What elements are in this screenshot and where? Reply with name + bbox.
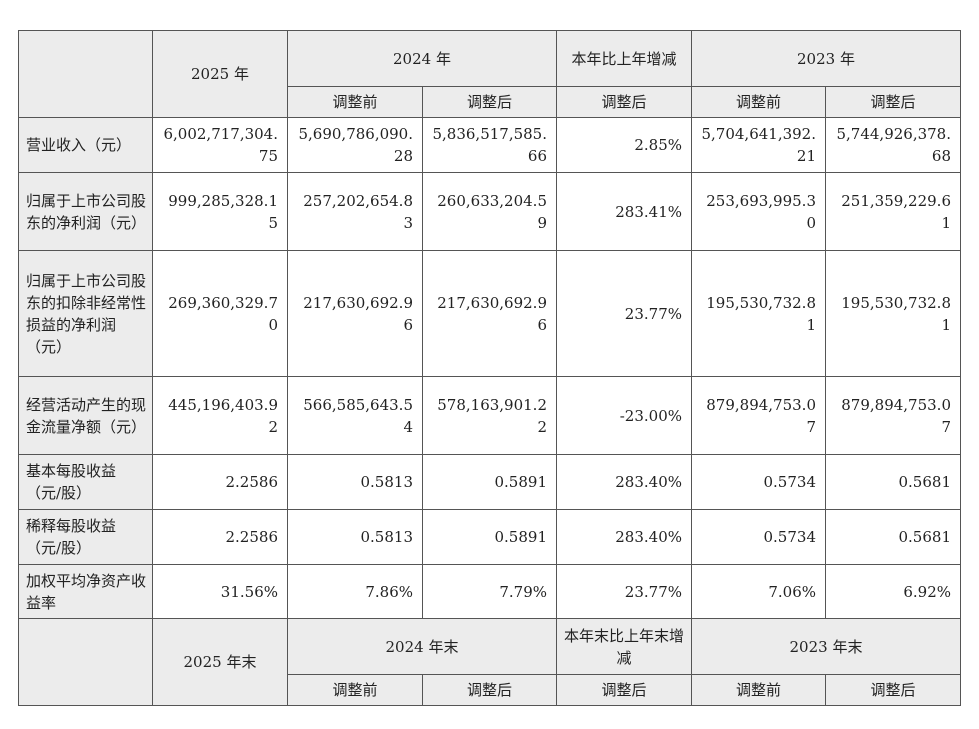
cell-value: 7.79% [422,564,557,619]
cell-value: 879,894,753.07 [825,376,961,455]
footer-2024-after: 调整后 [422,674,557,706]
footer-change-end: 本年末比上年末增减 [556,618,692,675]
cell-value: 217,630,692.96 [422,250,557,377]
row-label: 营业收入（元） [18,117,153,173]
cell-value: 0.5813 [287,454,423,510]
cell-value: 195,530,732.81 [691,250,826,377]
row-label: 经营活动产生的现金流量净额（元） [18,376,153,455]
cell-value: 257,202,654.83 [287,172,423,251]
footer-2024-end: 2024 年末 [287,618,557,675]
cell-value: 6.92% [825,564,961,619]
row-label: 基本每股收益（元/股） [18,454,153,510]
cell-value: 578,163,901.22 [422,376,557,455]
cell-value: 269,360,329.70 [152,250,288,377]
cell-value: 5,836,517,585.66 [422,117,557,173]
subheader-2024-after: 调整后 [422,86,557,118]
cell-value: 2.85% [556,117,692,173]
corner-cell [18,30,153,118]
footer-2024-before: 调整前 [287,674,423,706]
cell-value: 5,744,926,378.68 [825,117,961,173]
cell-value: 0.5681 [825,454,961,510]
table-row: 营业收入（元） 6,002,717,304.75 5,690,786,090.2… [18,117,961,173]
cell-value: 5,690,786,090.28 [287,117,423,173]
subheader-2024-before: 调整前 [287,86,423,118]
cell-value: 7.06% [691,564,826,619]
footer-2023-end: 2023 年末 [691,618,961,675]
cell-value: 253,693,995.30 [691,172,826,251]
cell-value: 23.77% [556,564,692,619]
cell-value: 0.5891 [422,509,557,565]
cell-value: 283.40% [556,454,692,510]
cell-value: 0.5681 [825,509,961,565]
cell-value: 999,285,328.15 [152,172,288,251]
table-row: 归属于上市公司股东的扣除非经常性损益的净利润（元） 269,360,329.70… [18,250,961,377]
cell-value: 0.5734 [691,509,826,565]
row-label: 加权平均净资产收益率 [18,564,153,619]
cell-value: 195,530,732.81 [825,250,961,377]
cell-value: 23.77% [556,250,692,377]
table-row: 基本每股收益（元/股） 2.2586 0.5813 0.5891 283.40%… [18,454,961,510]
cell-value: 0.5813 [287,509,423,565]
cell-value: -23.00% [556,376,692,455]
row-label: 归属于上市公司股东的净利润（元） [18,172,153,251]
subheader-2023-before: 调整前 [691,86,826,118]
footer-change-after: 调整后 [556,674,692,706]
footer-2023-after: 调整后 [825,674,961,706]
cell-value: 445,196,403.92 [152,376,288,455]
subheader-2023-after: 调整后 [825,86,961,118]
table-row: 稀释每股收益（元/股） 2.2586 0.5813 0.5891 283.40%… [18,509,961,565]
row-label: 稀释每股收益（元/股） [18,509,153,565]
row-label: 归属于上市公司股东的扣除非经常性损益的净利润（元） [18,250,153,377]
cell-value: 217,630,692.96 [287,250,423,377]
footer-2023-before: 调整前 [691,674,826,706]
header-change: 本年比上年增减 [556,30,692,87]
cell-value: 566,585,643.54 [287,376,423,455]
cell-value: 5,704,641,392.21 [691,117,826,173]
table-row: 加权平均净资产收益率 31.56% 7.86% 7.79% 23.77% 7.0… [18,564,961,619]
cell-value: 31.56% [152,564,288,619]
cell-value: 7.86% [287,564,423,619]
cell-value: 879,894,753.07 [691,376,826,455]
cell-value: 2.2586 [152,454,288,510]
cell-value: 0.5734 [691,454,826,510]
subheader-change-after: 调整后 [556,86,692,118]
financial-table: 2025 年 2024 年 本年比上年增减 2023 年 调整前 调整后 调整后… [18,30,961,706]
cell-value: 0.5891 [422,454,557,510]
header-2023: 2023 年 [691,30,961,87]
footer-2025-end: 2025 年末 [152,618,288,706]
footer-corner-cell [18,618,153,706]
cell-value: 283.40% [556,509,692,565]
cell-value: 251,359,229.61 [825,172,961,251]
header-2024: 2024 年 [287,30,557,87]
cell-value: 2.2586 [152,509,288,565]
table-row: 归属于上市公司股东的净利润（元） 999,285,328.15 257,202,… [18,172,961,251]
header-2025: 2025 年 [152,30,288,118]
table-row: 经营活动产生的现金流量净额（元） 445,196,403.92 566,585,… [18,376,961,455]
cell-value: 260,633,204.59 [422,172,557,251]
cell-value: 283.41% [556,172,692,251]
cell-value: 6,002,717,304.75 [152,117,288,173]
